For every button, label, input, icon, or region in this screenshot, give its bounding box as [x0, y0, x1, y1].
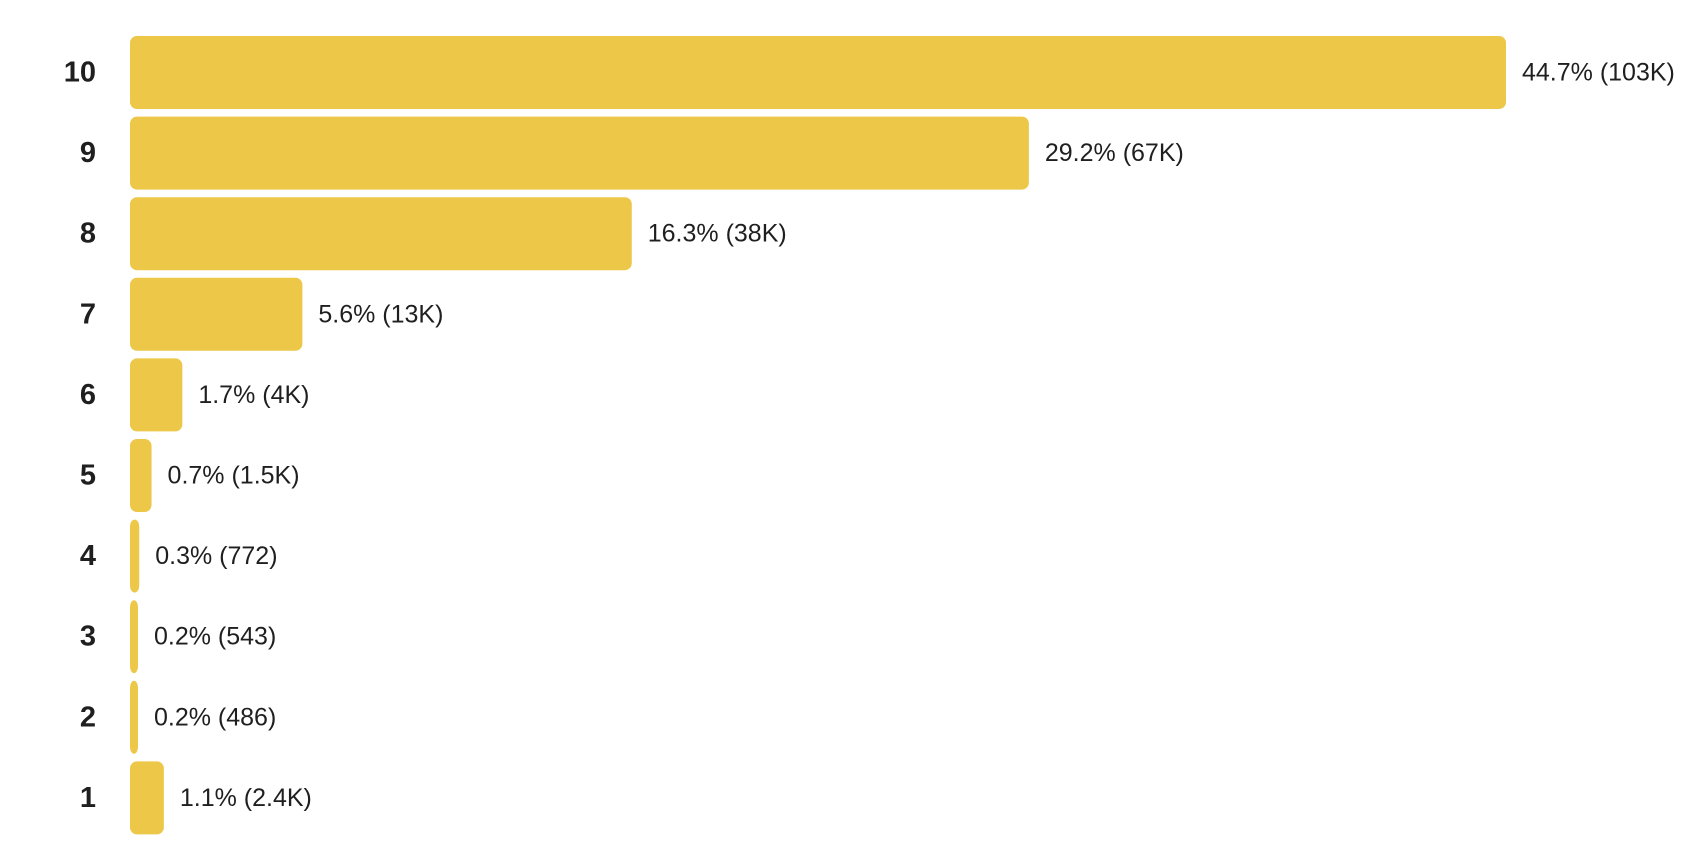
category-label-2: 2 [80, 701, 96, 733]
category-label-10: 10 [64, 57, 96, 89]
category-label-4: 4 [80, 540, 96, 572]
category-label-9: 9 [80, 137, 96, 169]
category-label-5: 5 [80, 460, 96, 492]
category-label-1: 1 [80, 782, 96, 814]
value-label-6: 1.7% (4K) [198, 381, 309, 409]
category-label-6: 6 [80, 379, 96, 411]
value-label-1: 1.1% (2.4K) [180, 784, 312, 812]
bar-7 [130, 277, 303, 351]
category-label-3: 3 [80, 621, 96, 653]
bar-4 [130, 519, 140, 593]
value-label-2: 0.2% (486) [154, 703, 276, 731]
bar-6 [130, 358, 183, 432]
bar-9 [130, 116, 1029, 190]
value-label-8: 16.3% (38K) [648, 220, 787, 248]
bar-3 [130, 600, 138, 674]
value-label-5: 0.7% (1.5K) [168, 462, 300, 490]
bar-8 [130, 197, 632, 271]
value-label-10: 44.7% (103K) [1522, 59, 1675, 87]
value-label-4: 0.3% (772) [155, 542, 277, 570]
category-label-8: 8 [80, 218, 96, 250]
value-label-7: 5.6% (13K) [318, 300, 443, 328]
bar-1 [130, 761, 164, 835]
category-labels-group: 10 9 8 7 6 5 4 3 2 1 [64, 57, 96, 814]
bar-5 [130, 439, 152, 512]
bar-2 [130, 680, 138, 754]
bars-group [130, 36, 1506, 835]
value-label-3: 0.2% (543) [154, 623, 276, 651]
bar-10 [130, 36, 1506, 109]
value-label-9: 29.2% (67K) [1045, 139, 1184, 167]
value-labels-group: 44.7% (103K) 29.2% (67K) 16.3% (38K) 5.6% (… [154, 59, 1675, 812]
category-label-7: 7 [80, 298, 96, 330]
